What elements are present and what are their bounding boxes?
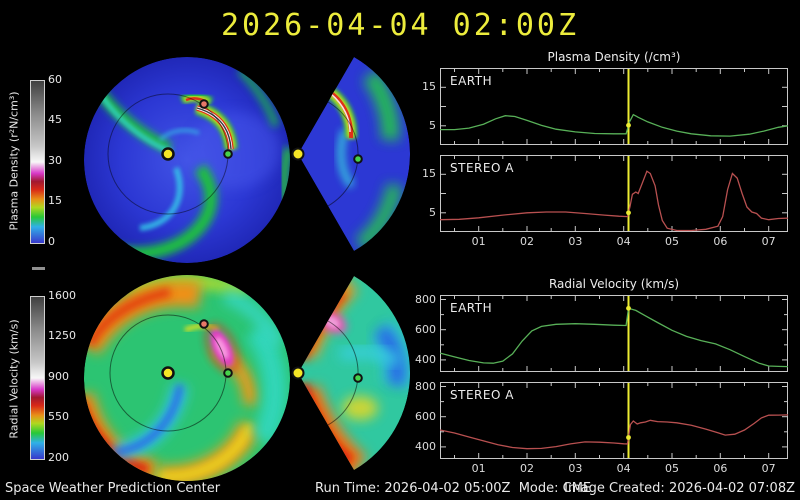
footer-image-created: Image Created: 2026-04-02 07:08Z xyxy=(564,481,795,496)
velocity-meridional-plot xyxy=(298,276,411,470)
x-axis-tick-label: 04 xyxy=(616,462,631,475)
density-charts-title: Plasma Density (/cm³) xyxy=(547,50,681,64)
x-axis-tick-label: 03 xyxy=(568,235,583,248)
series-label-earth: EARTH xyxy=(450,301,493,315)
velocity-colorbar xyxy=(30,296,45,460)
series-label-stereo-a: STEREO A xyxy=(450,161,514,175)
current-value-dot xyxy=(626,122,631,128)
forecast-timestamp-title: 2026-04-04 02:00Z xyxy=(220,8,580,43)
x-axis-tick-label: 07 xyxy=(761,462,776,475)
earth-marker xyxy=(223,368,233,378)
series-label-stereo-a: STEREO A xyxy=(450,388,514,402)
x-axis-tick-label: 04 xyxy=(616,235,631,248)
footer-run-info: Run Time: 2026-04-02 05:00Z Mode: CME xyxy=(315,481,592,496)
y-axis-tick-label: 400 xyxy=(415,439,436,453)
velocity-colorbar-tick: 200 xyxy=(48,451,69,464)
density-colorbar-tick: 0 xyxy=(48,235,55,248)
series-line xyxy=(440,414,788,450)
sun-marker xyxy=(291,147,305,161)
footer-agency: Space Weather Prediction Center xyxy=(5,481,221,496)
x-axis-tick-label: 02 xyxy=(520,235,534,248)
y-axis-tick-label: 5 xyxy=(429,205,436,219)
series-label-earth: EARTH xyxy=(450,74,493,88)
velocity-charts-title: Radial Velocity (km/s) xyxy=(548,277,680,291)
x-axis-tick-label: 03 xyxy=(568,462,583,475)
y-axis-tick-label: 600 xyxy=(415,409,436,423)
divider-dash xyxy=(32,267,45,270)
velocity-colorbar-tick: 1250 xyxy=(48,329,76,342)
current-value-dot xyxy=(626,210,631,216)
timeseries-panel-velocity-earth xyxy=(440,295,788,372)
density-colorbar-tick: 60 xyxy=(48,73,62,86)
y-axis-tick-label: 15 xyxy=(422,80,436,94)
x-axis-tick-label: 06 xyxy=(713,235,728,248)
y-axis-tick-label: 15 xyxy=(422,167,436,181)
velocity-colorbar-tick: 550 xyxy=(48,410,69,423)
earth-marker xyxy=(353,154,363,164)
sun-marker xyxy=(161,147,175,161)
current-value-dot xyxy=(626,435,631,440)
x-axis-tick-label: 05 xyxy=(665,235,679,248)
density-polar-plot xyxy=(84,57,290,263)
x-axis-tick-label: 02 xyxy=(520,462,534,475)
sun-marker xyxy=(291,366,305,380)
y-axis-tick-label: 800 xyxy=(415,379,436,393)
series-line xyxy=(440,113,788,137)
timeseries-panel-density-earth xyxy=(440,68,788,145)
density-colorbar-tick: 15 xyxy=(48,194,62,207)
stereo-a-marker xyxy=(199,99,209,109)
timeseries-panel-density-stereoa xyxy=(440,155,788,232)
density-colorbar-label: Plasma Density (r²N/cm³) xyxy=(7,91,21,231)
x-axis-tick-label: 01 xyxy=(471,462,486,475)
series-line xyxy=(440,170,788,232)
x-axis-tick-label: 05 xyxy=(665,462,679,475)
y-axis-tick-label: 400 xyxy=(415,352,436,366)
timeseries-panel-velocity-stereoa xyxy=(440,382,788,459)
stereo-a-marker xyxy=(199,319,209,329)
velocity-colorbar-tick: 900 xyxy=(48,370,69,383)
y-axis-tick-label: 800 xyxy=(415,292,436,306)
density-colorbar xyxy=(30,80,45,244)
velocity-polar-plot xyxy=(84,275,290,481)
density-meridional-plot xyxy=(298,57,411,251)
earth-orbit-arc xyxy=(327,320,359,426)
x-axis-tick-label: 01 xyxy=(471,235,486,248)
y-axis-tick-label: 5 xyxy=(429,118,436,132)
current-value-dot xyxy=(626,305,631,311)
density-colorbar-tick: 30 xyxy=(48,154,62,167)
x-axis-tick-label: 07 xyxy=(761,235,776,248)
cme-blob xyxy=(205,323,239,373)
velocity-colorbar-tick: 1600 xyxy=(48,289,76,302)
y-axis-tick-label: 600 xyxy=(415,322,436,336)
series-line xyxy=(440,307,788,368)
velocity-colorbar-label: Radial Velocity (km/s) xyxy=(7,319,21,439)
earth-marker xyxy=(353,373,363,383)
x-axis-tick-label: 06 xyxy=(713,462,728,475)
earth-orbit-arc xyxy=(327,101,359,207)
earth-marker xyxy=(223,149,233,159)
density-colorbar-tick: 45 xyxy=(48,113,62,126)
sun-marker xyxy=(161,366,175,380)
